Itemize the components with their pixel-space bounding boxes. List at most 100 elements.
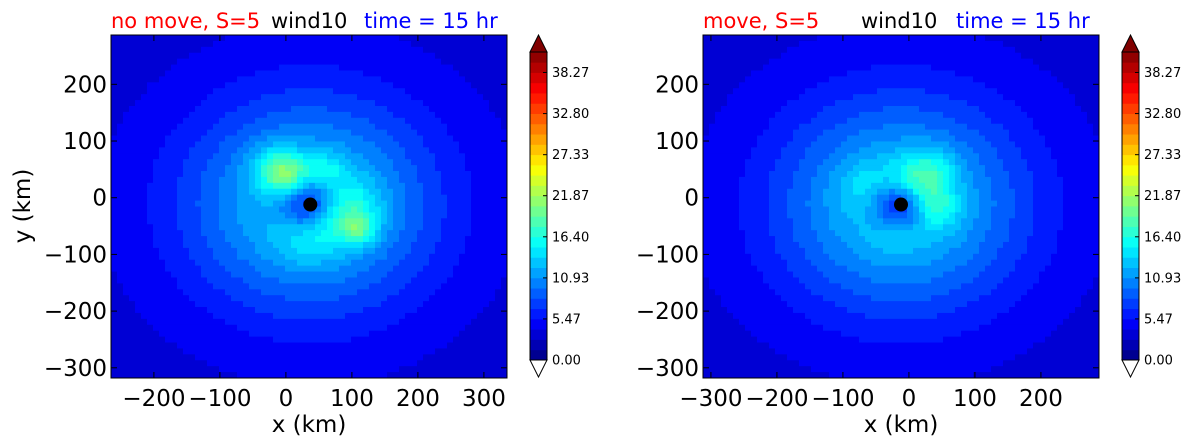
contour-cell — [249, 82, 256, 89]
contour-cell — [267, 289, 274, 296]
contour-cell — [165, 271, 172, 279]
contour-cell — [243, 35, 250, 42]
contour-cell — [405, 188, 412, 196]
contour-cell — [129, 188, 136, 196]
contour-cell — [303, 135, 310, 143]
contour-cell — [429, 165, 436, 172]
contour-cell — [483, 58, 490, 66]
contour-cell — [745, 366, 752, 373]
contour-cell — [405, 171, 412, 178]
contour-cell — [357, 312, 364, 320]
contour-cell — [141, 283, 148, 290]
contour-cell — [727, 318, 734, 326]
contour-cell — [255, 271, 262, 279]
contour-cell — [117, 52, 124, 60]
contour-cell — [327, 372, 334, 378]
contour-cell — [141, 336, 148, 344]
contour-cell — [255, 295, 262, 302]
contour-cell — [763, 289, 770, 296]
contour-cell — [171, 111, 178, 119]
contour-cell — [165, 129, 172, 137]
contour-cell — [225, 176, 232, 184]
contour-cell — [147, 342, 154, 350]
contour-cell — [423, 348, 430, 355]
contour-cell — [429, 318, 436, 326]
contour-cell — [393, 253, 400, 261]
contour-cell — [261, 123, 268, 131]
contour-cell — [715, 224, 722, 231]
contour-cell — [357, 247, 364, 255]
contour-cell — [411, 58, 418, 66]
contour-cell — [201, 230, 208, 237]
contour-cell — [441, 82, 448, 89]
contour-cell — [363, 171, 370, 178]
contour-cell — [255, 111, 262, 119]
contour-cell — [261, 236, 268, 243]
contour-cell — [249, 366, 256, 373]
contour-cell — [357, 289, 364, 296]
contour-cell — [763, 200, 770, 208]
contour-cell — [739, 330, 746, 338]
contour-cell — [273, 330, 280, 338]
contour-cell — [225, 76, 232, 83]
contour-cell — [393, 307, 400, 314]
contour-cell — [405, 176, 412, 184]
contour-cell — [769, 271, 776, 279]
contour-cell — [387, 318, 394, 326]
contour-cell — [243, 289, 250, 296]
contour-cell — [279, 307, 286, 314]
contour-cell — [405, 307, 412, 314]
contour-cell — [447, 123, 454, 131]
contour-cell — [297, 241, 304, 249]
contour-cell — [745, 188, 752, 196]
contour-cell — [751, 206, 758, 214]
contour-cell — [129, 289, 136, 296]
contour-cell — [147, 265, 154, 273]
contour-cell — [279, 218, 286, 225]
contour-cell — [805, 259, 812, 267]
contour-cell — [363, 176, 370, 184]
contour-cell — [171, 188, 178, 196]
contour-cell — [297, 342, 304, 350]
contour-cell — [417, 52, 424, 60]
contour-cell — [219, 330, 226, 338]
contour-cell — [751, 236, 758, 243]
contour-cell — [709, 182, 716, 190]
contour-cell — [793, 247, 800, 255]
contour-cell — [793, 76, 800, 83]
contour-cell — [177, 218, 184, 225]
contour-cell — [459, 366, 466, 373]
contour-cell — [189, 129, 196, 137]
contour-cell — [429, 100, 436, 107]
contour-cell — [315, 147, 322, 154]
contour-cell — [147, 206, 154, 214]
contour-cell — [387, 372, 394, 378]
contour-cell — [213, 153, 220, 160]
contour-cell — [757, 46, 764, 54]
contour-cell — [261, 224, 268, 231]
contour-cell — [727, 253, 734, 261]
contour-cell — [787, 307, 794, 314]
contour-cell — [369, 46, 376, 54]
contour-cell — [757, 218, 764, 225]
contour-cell — [165, 182, 172, 190]
contour-cell — [775, 318, 782, 326]
contour-cell — [345, 360, 352, 367]
contour-cell — [405, 283, 412, 290]
contour-cell — [721, 301, 728, 308]
contour-cell — [745, 111, 752, 119]
contour-cell — [363, 129, 370, 137]
contour-cell — [321, 230, 328, 237]
contour-cell — [333, 372, 340, 378]
contour-cell — [459, 354, 466, 361]
contour-cell — [243, 94, 250, 101]
contour-cell — [489, 88, 496, 95]
contour-cell — [483, 171, 490, 178]
contour-cell — [309, 123, 316, 131]
contour-cell — [375, 88, 382, 95]
contour-cell — [411, 76, 418, 83]
contour-cell — [489, 307, 496, 314]
contour-cell — [207, 236, 214, 243]
contour-cell — [781, 307, 788, 314]
